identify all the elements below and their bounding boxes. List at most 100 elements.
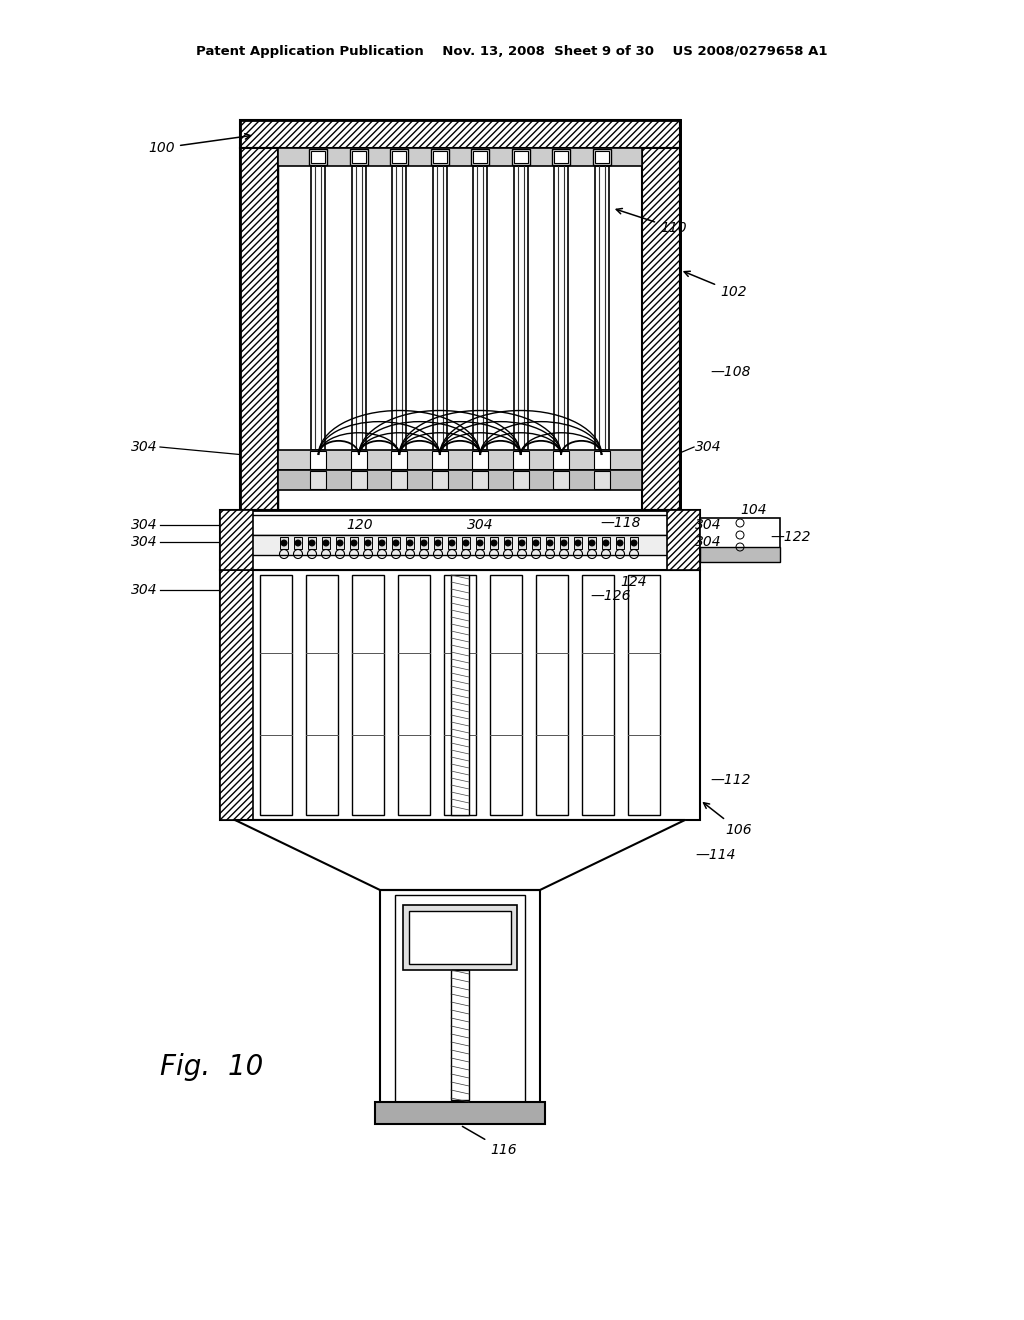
Circle shape [505,540,511,546]
Circle shape [575,540,581,546]
Bar [350,149,368,165]
Bar [350,537,358,549]
Bar [390,149,409,165]
Bar [395,895,525,1115]
Text: —112: —112 [710,774,751,787]
Circle shape [295,540,301,546]
Text: 102: 102 [684,272,746,300]
Bar [352,150,366,162]
Bar [311,166,326,450]
Bar [380,890,540,1119]
Bar [546,537,554,549]
Circle shape [534,540,539,546]
Circle shape [519,540,525,546]
Bar [588,537,596,549]
Bar [490,537,498,549]
Bar [322,537,330,549]
Circle shape [561,540,567,546]
Text: Fig.  10: Fig. 10 [160,1053,263,1081]
Text: —108: —108 [710,366,751,379]
Bar [398,576,430,814]
Bar [336,537,344,549]
Bar [667,510,700,570]
Text: 110: 110 [616,209,687,235]
Bar [560,537,568,549]
Bar [595,150,608,162]
Bar [472,451,488,469]
Bar [240,120,680,148]
Bar [553,471,569,488]
Circle shape [490,540,497,546]
Text: 304: 304 [695,440,722,454]
Circle shape [617,540,623,546]
Bar [409,911,511,964]
Circle shape [589,540,595,546]
Bar [630,537,638,549]
Text: 104: 104 [703,503,767,537]
Text: —122: —122 [770,531,811,544]
Circle shape [435,540,441,546]
Bar [552,149,570,165]
Text: 304: 304 [131,535,158,549]
Bar [513,471,528,488]
Bar [628,576,660,814]
Circle shape [323,540,329,546]
Bar [489,576,522,814]
Bar [420,537,428,549]
Bar [532,537,540,549]
Bar [443,576,476,814]
Text: —118: —118 [600,516,640,531]
Bar [311,150,326,162]
Bar [406,537,414,549]
Bar [574,537,582,549]
Text: 304: 304 [695,535,722,549]
Bar [472,471,488,488]
Bar [220,570,253,820]
Text: Patent Application Publication    Nov. 13, 2008  Sheet 9 of 30    US 2008/027965: Patent Application Publication Nov. 13, … [197,45,827,58]
Text: 100: 100 [148,133,251,154]
Bar [220,510,253,570]
Circle shape [603,540,609,546]
Bar [378,537,386,549]
Bar [593,149,610,165]
Text: 120: 120 [347,517,374,532]
Text: 304: 304 [131,583,158,597]
Bar [434,537,442,549]
Bar [616,537,624,549]
Circle shape [379,540,385,546]
Text: 304: 304 [131,440,158,454]
Bar [278,470,642,490]
Bar [352,576,384,814]
Bar [352,166,366,450]
Circle shape [449,540,455,546]
Bar [594,471,609,488]
Bar [280,537,288,549]
Circle shape [309,540,315,546]
Bar [595,166,608,450]
Bar [602,537,610,549]
Circle shape [463,540,469,546]
Text: 304: 304 [467,517,494,532]
Bar [582,576,614,814]
Bar [700,546,780,562]
Bar [220,570,700,820]
Bar [306,576,338,814]
Circle shape [421,540,427,546]
Bar [375,1102,545,1125]
Bar [240,120,680,510]
Bar [514,166,527,450]
Bar [432,451,447,469]
Circle shape [547,540,553,546]
Bar [294,537,302,549]
Text: 304: 304 [131,517,158,532]
Bar [240,148,278,510]
Bar [351,451,367,469]
Bar [536,576,568,814]
Bar [449,537,456,549]
Bar [700,517,780,562]
Bar [391,471,408,488]
Circle shape [337,540,343,546]
Bar [513,451,528,469]
Bar [451,970,469,1100]
Bar [512,149,529,165]
